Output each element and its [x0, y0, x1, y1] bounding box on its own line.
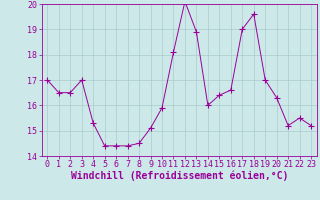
X-axis label: Windchill (Refroidissement éolien,°C): Windchill (Refroidissement éolien,°C) — [70, 171, 288, 181]
